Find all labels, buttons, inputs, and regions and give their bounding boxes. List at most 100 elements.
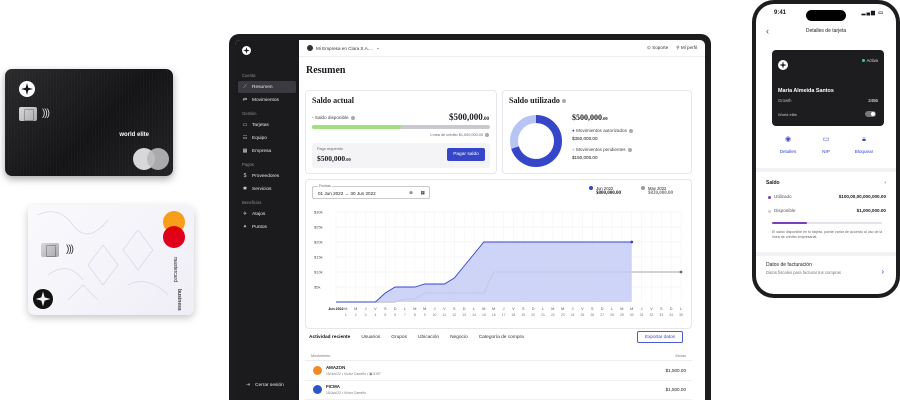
x-tick-label: M (492, 307, 495, 311)
billing-data-link[interactable]: Datos de facturación Datos fiscales para… (766, 262, 886, 286)
x-tick-label: S (384, 307, 387, 311)
table-row[interactable]: AMAZON 15/Jun/22 • Víctor Carreño • ▣ 819… (305, 362, 692, 381)
card-toggle[interactable] (865, 111, 876, 117)
available-progress-bar (312, 125, 490, 129)
tab-2[interactable]: Grupos (391, 335, 407, 340)
movement-amount: $1,500.00 (665, 387, 686, 392)
page-title: Resumen (306, 65, 346, 76)
sidebar-item-label: Proveedores (252, 173, 280, 179)
export-button[interactable]: Exportar datos (637, 331, 683, 343)
sidebar-item-label: Tarjetas (252, 122, 269, 128)
x-tick-day: 11 (443, 313, 447, 317)
white-credit-card: mastercard ))) business (28, 205, 194, 315)
x-tick-day: 24 (571, 313, 575, 317)
sidebar-section-title: Gestión (242, 111, 257, 116)
date-range-input[interactable]: Fechas 01 Jun 2022 → 30 Jun 2022 ⊗ ▦ (312, 184, 430, 199)
tab-5[interactable]: Categoría de compra (478, 335, 524, 340)
x-tick-label: D (670, 307, 673, 311)
table-header: Movimiento Monto (305, 352, 692, 361)
info-icon (350, 115, 355, 120)
x-tick-day: 32 (650, 313, 654, 317)
profile-link[interactable]: ⚲ Mi perfil (676, 45, 697, 50)
x-tick-day: 2 (355, 313, 357, 317)
sidebar-section-title: Pagos (242, 162, 254, 167)
series-line-jun (336, 241, 632, 303)
divider (756, 168, 896, 172)
card-brand: World elite (778, 112, 797, 117)
tab-1[interactable]: Usuarios (361, 335, 381, 340)
clear-icon[interactable]: ⊗ (409, 190, 413, 195)
x-tick-day: 35 (679, 313, 683, 317)
available-value: $1,000,000.00 (856, 208, 886, 213)
x-tick-day: 23 (561, 313, 565, 317)
pay-button[interactable]: Pagar saldo (447, 148, 485, 161)
eye-icon: ◉ (784, 136, 792, 143)
nip-action-button[interactable]: ▭ NIP (808, 134, 844, 154)
status-time: 9:41 (774, 10, 787, 16)
calendar-icon[interactable]: ▦ (420, 190, 425, 195)
phone-card-preview[interactable]: Activa Maria Almeida Santos Growth 2456 … (772, 50, 884, 126)
x-tick-day: 15 (482, 313, 486, 317)
sidebar-item-puntos[interactable]: ✦ Puntos (238, 221, 296, 233)
sidebar: Cuenta ⟋ Resumen ⇄ Movimientos Gestión ▭ Tarjet… (235, 40, 299, 400)
card-network-label: mastercard (172, 257, 178, 283)
sidebar-item-servicios[interactable]: ✱ Servicios (238, 183, 296, 195)
signal-battery-icon: ▂▄▆ ▭ (861, 10, 884, 16)
sidebar-item-label: Servicios (252, 186, 272, 192)
back-chevron-icon[interactable]: ‹ (766, 26, 769, 36)
legend-item-jun: Jun 2022 $800,000.00 (589, 186, 621, 196)
x-tick-day: 27 (600, 313, 604, 317)
x-tick-label: J (365, 307, 367, 311)
x-tick-day: 9 (424, 313, 426, 317)
sidebar-item-atajos[interactable]: ✈ Atajos (238, 208, 296, 220)
available-label: Disponible (774, 208, 796, 213)
payment-amount: $500,000.00 (317, 154, 351, 163)
x-tick-label: M (423, 307, 426, 311)
lock-icon: 🔒︎ (862, 136, 866, 143)
details-action-button[interactable]: ◉ Detalles (770, 134, 806, 154)
x-tick-label: S (591, 307, 594, 311)
sidebar-item-proveedores[interactable]: $ Proveedores (238, 170, 296, 182)
card-icon: ▭ (242, 122, 248, 128)
x-tick-day: 28 (610, 313, 614, 317)
chart-line-icon: ⟋ (243, 84, 247, 90)
nip-label: NIP (822, 149, 830, 154)
mastercard-logo-icon (161, 211, 187, 251)
chip-icon (41, 243, 59, 257)
clara-logo-icon (19, 81, 35, 97)
sidebar-item-resumen[interactable]: ⟋ Resumen (238, 81, 296, 93)
chevron-right-icon: › (881, 267, 884, 276)
sidebar-item-movimientos[interactable]: ⇄ Movimientos (238, 94, 296, 106)
used-progress-bar (772, 222, 882, 224)
merchant-name: FICMA (326, 384, 340, 389)
sidebar-item-tarjetas[interactable]: ▭ Tarjetas (238, 119, 296, 131)
x-tick-label: M (413, 307, 416, 311)
x-tick-label: V (512, 307, 515, 311)
x-tick-day: 1 (345, 313, 347, 317)
tab-0[interactable]: Actividad reciente (309, 335, 351, 340)
sidebar-item-label: Puntos (252, 224, 267, 230)
pending-value: $150,000.00 (572, 155, 598, 160)
details-label: Detalles (779, 149, 797, 154)
logout-button[interactable]: ⇥ Cerrar sesión (241, 379, 288, 391)
tab-4[interactable]: Negocio (450, 335, 468, 340)
sidebar-item-equipo[interactable]: ☷ Equipo (238, 132, 296, 144)
authorized-value: $350,000.00 (572, 136, 598, 141)
x-tick-day: 14 (472, 313, 476, 317)
clara-logo-icon[interactable] (242, 46, 251, 55)
tab-3[interactable]: Ubicación (418, 335, 440, 340)
sidebar-item-label: Movimientos (252, 97, 279, 103)
support-link[interactable]: ⊙ Soporte (647, 45, 669, 50)
sidebar-item-empresa[interactable]: ▦ Empresa (238, 145, 296, 157)
card-type-label: business (176, 289, 182, 311)
x-tick-label: L (611, 307, 613, 311)
phone-saldo-header[interactable]: Saldo › (766, 180, 886, 186)
panel-title: Saldo utilizado (509, 96, 566, 105)
used-value: $100,00,00,000,000.00 (838, 194, 886, 199)
movement-meta: 15/Jun/22 • Víctor Carreño • ▣ 8197 (326, 372, 381, 376)
block-action-button[interactable]: 🔒︎ Bloquear (846, 134, 882, 154)
company-selector[interactable]: Mi Empresa en Clara S.A.... ⌄ (307, 45, 380, 51)
x-tick-day: 16 (492, 313, 496, 317)
table-row[interactable]: FICMA 15/Jun/22 • Víctor Carreño $1,500.00 (305, 381, 692, 400)
